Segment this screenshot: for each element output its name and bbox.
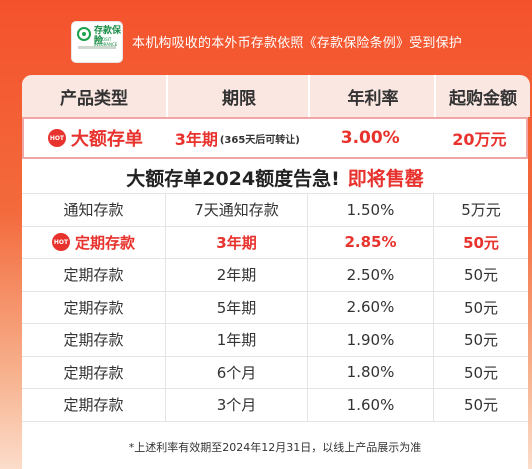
hot-icon: HOT xyxy=(47,129,66,147)
rates-card: 产品类型 期限 年利率 起购金额 HOT 大额存单 3年期 (365天后可转让)… xyxy=(22,75,530,469)
featured-product-label: 大额存单 xyxy=(70,129,143,150)
deposit-insurance-notice: 本机构吸收的本外币存款依照《存款保险条例》受到保护 xyxy=(132,36,463,51)
table-row[interactable]: 通知存款 7天通知存款 1.50% 5万元 xyxy=(22,194,528,227)
header-annual-rate: 年利率 xyxy=(308,75,436,117)
logo-name: 存款保险 xyxy=(94,26,122,46)
featured-large-cd-row[interactable]: HOT 大额存单 3年期 (365天后可转让) 3.00% 20万元 xyxy=(22,117,528,159)
min-amount-cell: 5万元 xyxy=(461,201,501,220)
product-cell: 定期存款 xyxy=(22,389,166,421)
table-row[interactable]: 定期存款 1年期 1.90% 50元 xyxy=(22,324,528,357)
insurance-emblem-icon xyxy=(77,27,91,41)
featured-term-label: 3年期 xyxy=(174,130,218,149)
min-amount-cell: 50元 xyxy=(463,233,499,252)
term-cell: 5年期 xyxy=(166,291,308,323)
rate-cell: 2.60% xyxy=(308,291,434,323)
min-amount-cell: 50元 xyxy=(463,331,499,350)
product-cell: 定期存款 xyxy=(22,259,166,291)
min-amount-cell: 50元 xyxy=(463,363,499,382)
table-row[interactable]: 定期存款 3个月 1.60% 50元 xyxy=(22,389,528,422)
product-cell: 定期存款 xyxy=(22,356,166,388)
header-term: 期限 xyxy=(166,75,310,117)
header-product-type: 产品类型 xyxy=(22,75,166,117)
table-row[interactable]: 定期存款 5年期 2.60% 50元 xyxy=(22,291,528,324)
logo-subtitle: DEPOSIT INSURANCE xyxy=(94,37,118,47)
term-cell: 3个月 xyxy=(166,389,308,421)
featured-min-amount: 20万元 xyxy=(452,130,507,149)
table-row[interactable]: 定期存款 6个月 1.80% 50元 xyxy=(22,356,528,389)
quota-banner-text: 大额存单2024额度告急! xyxy=(126,167,340,190)
term-cell: 1年期 xyxy=(166,324,308,356)
product-label: 定期存款 xyxy=(74,233,135,252)
term-cell: 3年期 xyxy=(166,226,308,258)
table-row[interactable]: HOT 定期存款 3年期 2.85% 50元 xyxy=(22,226,528,259)
quota-banner-highlight: 即将售罄 xyxy=(347,167,424,190)
deposit-insurance-logo: 存款保险 DEPOSIT INSURANCE xyxy=(72,22,122,62)
rates-table: 通知存款 7天通知存款 1.50% 5万元 HOT 定期存款 3年期 2.85%… xyxy=(22,193,528,422)
term-cell: 7天通知存款 xyxy=(166,194,308,226)
header-min-amount: 起购金额 xyxy=(434,75,530,117)
featured-term: 3年期 (365天后可转让) xyxy=(167,119,308,157)
rate-cell: 1.50% xyxy=(308,194,434,226)
logo-bar xyxy=(78,46,116,49)
featured-product: HOT 大额存单 xyxy=(24,119,167,157)
table-row[interactable]: 定期存款 2年期 2.50% 50元 xyxy=(22,259,528,292)
rate-cell: 2.85% xyxy=(308,226,434,258)
rate-cell: 1.60% xyxy=(308,389,434,421)
rate-validity-footnote: *上述利率有效期至2024年12月31日，以线上产品展示为准 xyxy=(128,441,422,454)
term-cell: 6个月 xyxy=(166,356,308,388)
featured-term-note: (365天后可转让) xyxy=(219,134,300,146)
rate-cell: 2.50% xyxy=(308,259,434,291)
min-amount-cell: 50元 xyxy=(463,298,499,317)
featured-rate: 3.00% xyxy=(340,128,400,148)
product-cell: 通知存款 xyxy=(22,194,166,226)
rate-cell: 1.90% xyxy=(308,324,434,356)
quota-banner: 大额存单2024额度告急! 即将售罄 xyxy=(22,161,528,193)
min-amount-cell: 50元 xyxy=(463,266,499,285)
product-cell: 定期存款 xyxy=(22,324,166,356)
product-cell: 定期存款 xyxy=(22,291,166,323)
product-cell: HOT 定期存款 xyxy=(22,226,166,258)
hot-icon: HOT xyxy=(51,233,70,252)
rate-cell: 1.80% xyxy=(308,356,434,388)
min-amount-cell: 50元 xyxy=(463,396,499,415)
term-cell: 2年期 xyxy=(166,259,308,291)
top-bar: 存款保险 DEPOSIT INSURANCE 本机构吸收的本外币存款依照《存款保… xyxy=(0,0,532,75)
